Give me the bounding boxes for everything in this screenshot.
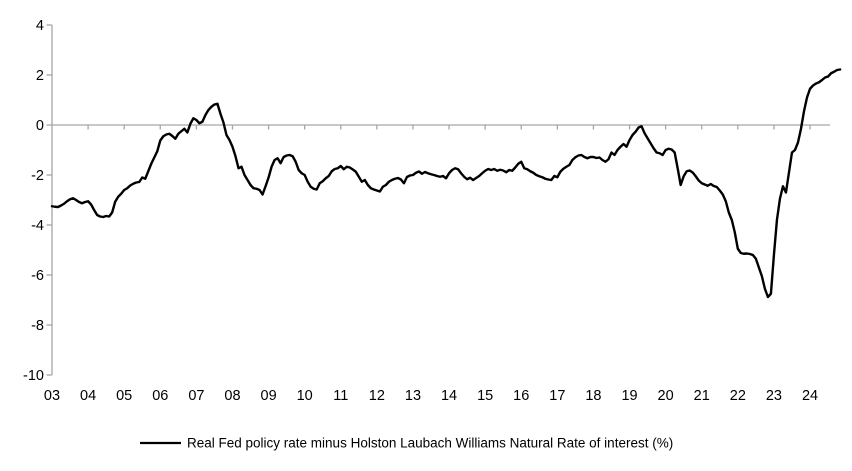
x-tick-label: 04 [80,388,96,404]
x-tick-label: 13 [405,388,421,404]
x-tick-label: 07 [188,388,204,404]
data-series [50,68,842,299]
x-axis: 03 04 05 06 07 08 09 10 11 12 13 14 15 16 17 18 19 20 21 22… [44,124,830,404]
y-tick-label: 0 [36,118,44,134]
y-tick-label: -4 [31,218,44,234]
x-tick-label: 22 [730,388,746,404]
x-tick-label: 18 [585,388,601,404]
x-tick-label: 12 [369,388,385,404]
y-tick-label: 4 [36,18,44,34]
x-tick-label: 09 [261,388,277,404]
y-tick-label: -6 [31,268,44,284]
data-series-line [50,68,842,299]
x-tick-label: 20 [658,388,674,404]
x-tick-label: 24 [802,388,818,404]
x-tick-label: 19 [621,388,637,404]
y-tick-label: -8 [31,318,44,334]
y-axis: 4 2 0 -2 -4 -6 -8 -10 [23,18,53,384]
y-tick-label: 2 [36,68,44,84]
x-tick-label: 15 [477,388,493,404]
x-tick-label: 06 [152,388,168,404]
x-tick-label: 10 [297,388,313,404]
x-tick-label: 11 [333,388,348,404]
legend: Real Fed policy rate minus Holston Lauba… [140,436,673,451]
x-tick-label: 14 [441,388,457,404]
y-tick-label: -2 [31,168,44,184]
x-tick-label: 21 [694,388,710,404]
x-tick-label: 08 [224,388,240,404]
x-tick-label: 16 [513,388,529,404]
x-tick-label: 17 [549,388,565,404]
y-tick-label: -10 [23,368,44,384]
x-tick-label: 03 [44,388,60,404]
legend-label: Real Fed policy rate minus Holston Lauba… [187,436,673,451]
x-tick-label: 23 [766,388,782,404]
x-tick-label: 05 [116,388,132,404]
